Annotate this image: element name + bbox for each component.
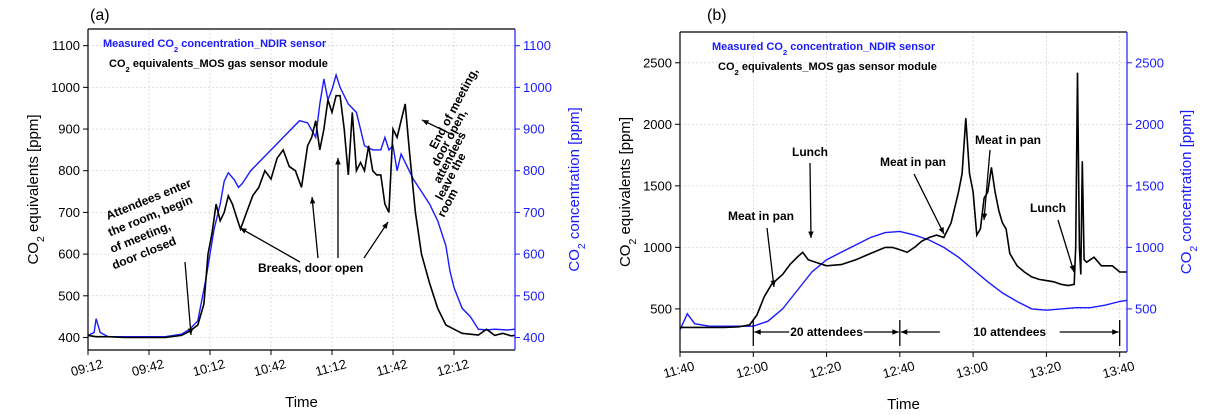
y2-tick-label: 500 xyxy=(1135,301,1157,316)
arrowhead xyxy=(1069,265,1075,272)
x-tick-label: 12:12 xyxy=(435,356,470,379)
y-tick-label: 700 xyxy=(58,205,80,220)
arrowhead xyxy=(981,213,988,220)
annotation-line-lunch-2 xyxy=(1057,219,1075,273)
x-tick-label: 09:12 xyxy=(69,356,104,379)
series-line-mos xyxy=(87,94,516,339)
y2-tick-label: 800 xyxy=(523,163,545,178)
y2-axis-title: CO2 concentration [ppm] xyxy=(566,107,588,271)
annotation-line-meat-3 xyxy=(983,149,991,221)
y-tick-label: 2000 xyxy=(643,117,672,132)
annotation-line-attendees xyxy=(184,261,192,336)
y2-tick-label: 400 xyxy=(523,330,545,345)
x-tick-label: 11:42 xyxy=(375,356,409,379)
chart-panel-b: 11:40 12:00 12:20 12:40 13:00 13:20 13:40 500 10… xyxy=(617,7,1200,413)
y2-tick-label: 700 xyxy=(523,205,545,220)
annotation-text: Lunch xyxy=(792,145,828,159)
y-tick-label: 1000 xyxy=(643,240,672,255)
y-tick-label: 600 xyxy=(58,247,80,262)
series-line-ndir xyxy=(87,72,516,338)
y2-tick-label: 900 xyxy=(523,122,545,137)
annotation-line-break-2 xyxy=(311,196,319,259)
x-tick-label: 13:20 xyxy=(1028,358,1063,381)
y-tick-label: 800 xyxy=(58,163,80,178)
arrowhead xyxy=(422,120,429,126)
legend-entry-mos: CO2 equivalents_MOS gas sensor module xyxy=(109,58,328,74)
y-tick-label: 500 xyxy=(650,301,672,316)
x-tick-label: 11:40 xyxy=(662,358,696,381)
y2-tick-label: 1500 xyxy=(1135,178,1164,193)
y2-tick-label: 1100 xyxy=(523,38,551,53)
y-tick-label: 1500 xyxy=(643,178,672,193)
x-tick-label: 13:40 xyxy=(1101,358,1136,381)
annotation-text: Lunch xyxy=(1030,201,1066,215)
y2-tick-label: 500 xyxy=(523,288,545,303)
x-axis-title: Time xyxy=(887,396,920,413)
arrowhead xyxy=(770,280,776,287)
x-tick-label: 11:12 xyxy=(314,356,348,379)
panel-label: (b) xyxy=(707,7,727,24)
annotation-line-break-1 xyxy=(239,227,301,263)
x-tick-label: 10:42 xyxy=(252,356,287,379)
legend-entry-ndir: Measured CO2 concentration_NDIR sensor xyxy=(712,41,936,57)
y2-tick-label: 2500 xyxy=(1135,55,1164,70)
annotation-line-lunch-1 xyxy=(809,162,812,239)
y-tick-label: 500 xyxy=(58,288,80,303)
y-tick-label: 1000 xyxy=(51,80,80,95)
annotation-line-meat-2 xyxy=(913,173,945,235)
y2-axis-title: CO2 concentration [ppm] xyxy=(1178,110,1200,274)
y2-tick-label: 600 xyxy=(523,247,545,262)
y2-tick-label: 1000 xyxy=(523,80,552,95)
arrowhead xyxy=(892,329,899,335)
chart-panel-a: 09:12 09:42 10:12 10:42 11:12 11:42 12:12 400 50… xyxy=(25,7,588,411)
series-line-mos xyxy=(680,72,1127,329)
arrowhead xyxy=(240,228,247,234)
arrowhead xyxy=(187,328,194,335)
annotation-text: Meat in pan xyxy=(880,155,946,169)
y2-tick-label: 1000 xyxy=(1135,240,1164,255)
y-tick-label: 400 xyxy=(58,330,80,345)
arrowhead xyxy=(900,329,908,335)
annotation-line-break-4 xyxy=(363,221,389,259)
annotation-line-meat-1 xyxy=(766,227,775,288)
y-axis-title: CO2 equivalents [ppm] xyxy=(25,114,47,264)
arrowhead xyxy=(754,329,761,335)
legend-entry-mos: CO2 equivalents_MOS gas sensor module xyxy=(718,61,937,77)
x-tick-label: 13:00 xyxy=(954,358,989,381)
annotation-text: 10 attendees xyxy=(973,325,1046,339)
x-tick-label: 12:40 xyxy=(881,358,916,381)
x-tick-label: 12:00 xyxy=(734,358,769,381)
annotation-text: Meat in pan xyxy=(975,133,1041,147)
annotation-text: Meat in pan xyxy=(728,209,794,223)
arrowhead xyxy=(335,158,341,165)
y-tick-label: 900 xyxy=(58,122,80,137)
x-axis-title: Time xyxy=(285,394,318,411)
legend-entry-ndir: Measured CO2 concentration_NDIR sensor xyxy=(103,38,327,54)
x-tick-label: 09:42 xyxy=(130,356,165,379)
y-tick-label: 1100 xyxy=(52,38,80,53)
annotation-text: Breaks, door open xyxy=(258,261,363,275)
arrowhead xyxy=(382,222,388,229)
y2-tick-label: 2000 xyxy=(1135,117,1164,132)
arrowhead xyxy=(1112,329,1119,335)
y-axis-title: CO2 equivalents [ppm] xyxy=(617,117,639,267)
arrowhead xyxy=(309,197,316,204)
annotation-text: 20 attendees xyxy=(790,325,863,339)
x-tick-label: 10:12 xyxy=(191,356,226,379)
series-line-ndir xyxy=(679,230,1128,331)
panel-label: (a) xyxy=(90,7,110,24)
x-tick-label: 12:20 xyxy=(808,358,843,381)
arrowhead xyxy=(808,231,814,238)
arrowhead xyxy=(938,227,944,234)
y-tick-label: 2500 xyxy=(643,55,672,70)
